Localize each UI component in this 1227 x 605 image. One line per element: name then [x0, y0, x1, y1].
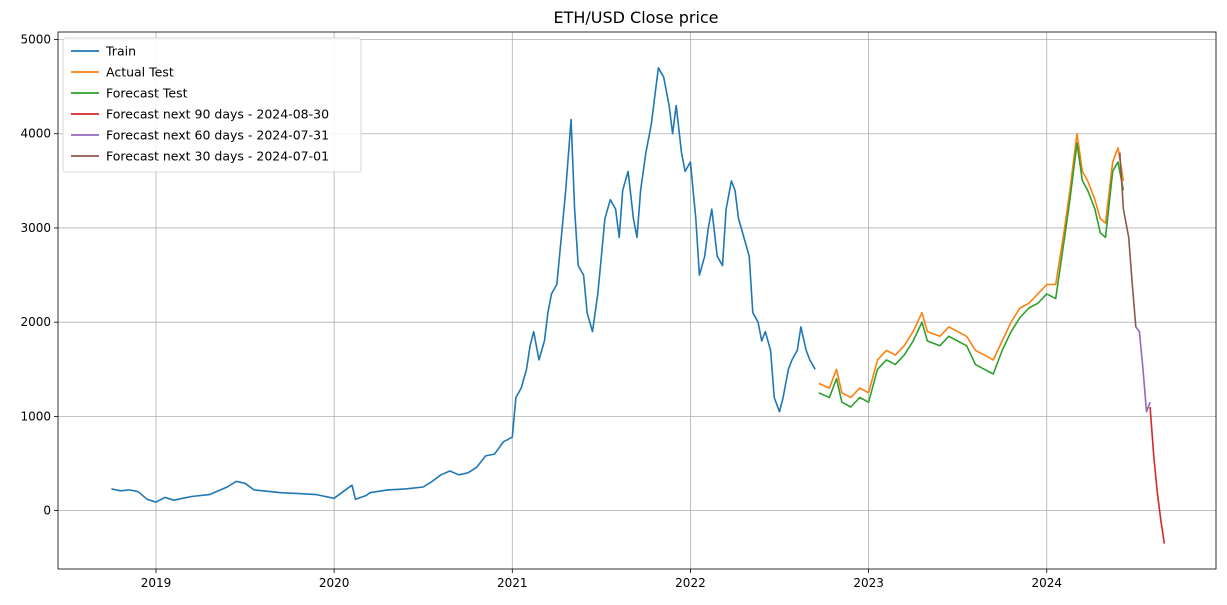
series-line-0: [111, 67, 816, 503]
legend: Train Actual Test Forecast Test Forecast ne…: [62, 37, 362, 173]
y-tick-label-4: 4000: [20, 127, 51, 141]
x-tick-label-1: 2020: [319, 576, 350, 590]
y-tick-label-3: 3000: [20, 221, 51, 235]
legend-label-2: Forecast Test: [106, 86, 188, 101]
y-tick-label-2: 2000: [20, 315, 51, 329]
axes: 2019 2020 2021 2022 2023 2024 0 1000 2000 3000 400…: [20, 31, 1217, 590]
series-lines: [111, 67, 1166, 544]
series-line-5: [1119, 152, 1137, 327]
y-tick-label-5: 5000: [20, 33, 51, 47]
y-tick-label-0: 0: [43, 504, 51, 518]
legend-label-5: Forecast next 30 days - 2024-07-01: [106, 149, 329, 164]
series-line-2: [818, 142, 1125, 408]
series-line-3: [1149, 406, 1166, 544]
legend-label-3: Forecast next 90 days - 2024-08-30: [106, 107, 329, 122]
series-line-4: [1135, 326, 1151, 413]
legend-label-0: Train: [105, 44, 136, 59]
legend-label-4: Forecast next 60 days - 2024-07-31: [106, 128, 329, 143]
legend-box: [62, 37, 362, 173]
series-line-1: [818, 132, 1125, 399]
y-tick-label-1: 1000: [20, 409, 51, 423]
x-tick-label-0: 2019: [141, 576, 172, 590]
x-tick-label-3: 2022: [675, 576, 706, 590]
plot-frame: [57, 31, 1217, 570]
x-tick-label-4: 2023: [853, 576, 884, 590]
x-tick-label-5: 2024: [1031, 576, 1062, 590]
chart-title: ETH/USD Close price: [553, 8, 718, 27]
legend-label-1: Actual Test: [106, 65, 174, 80]
x-tick-label-2: 2021: [497, 576, 528, 590]
